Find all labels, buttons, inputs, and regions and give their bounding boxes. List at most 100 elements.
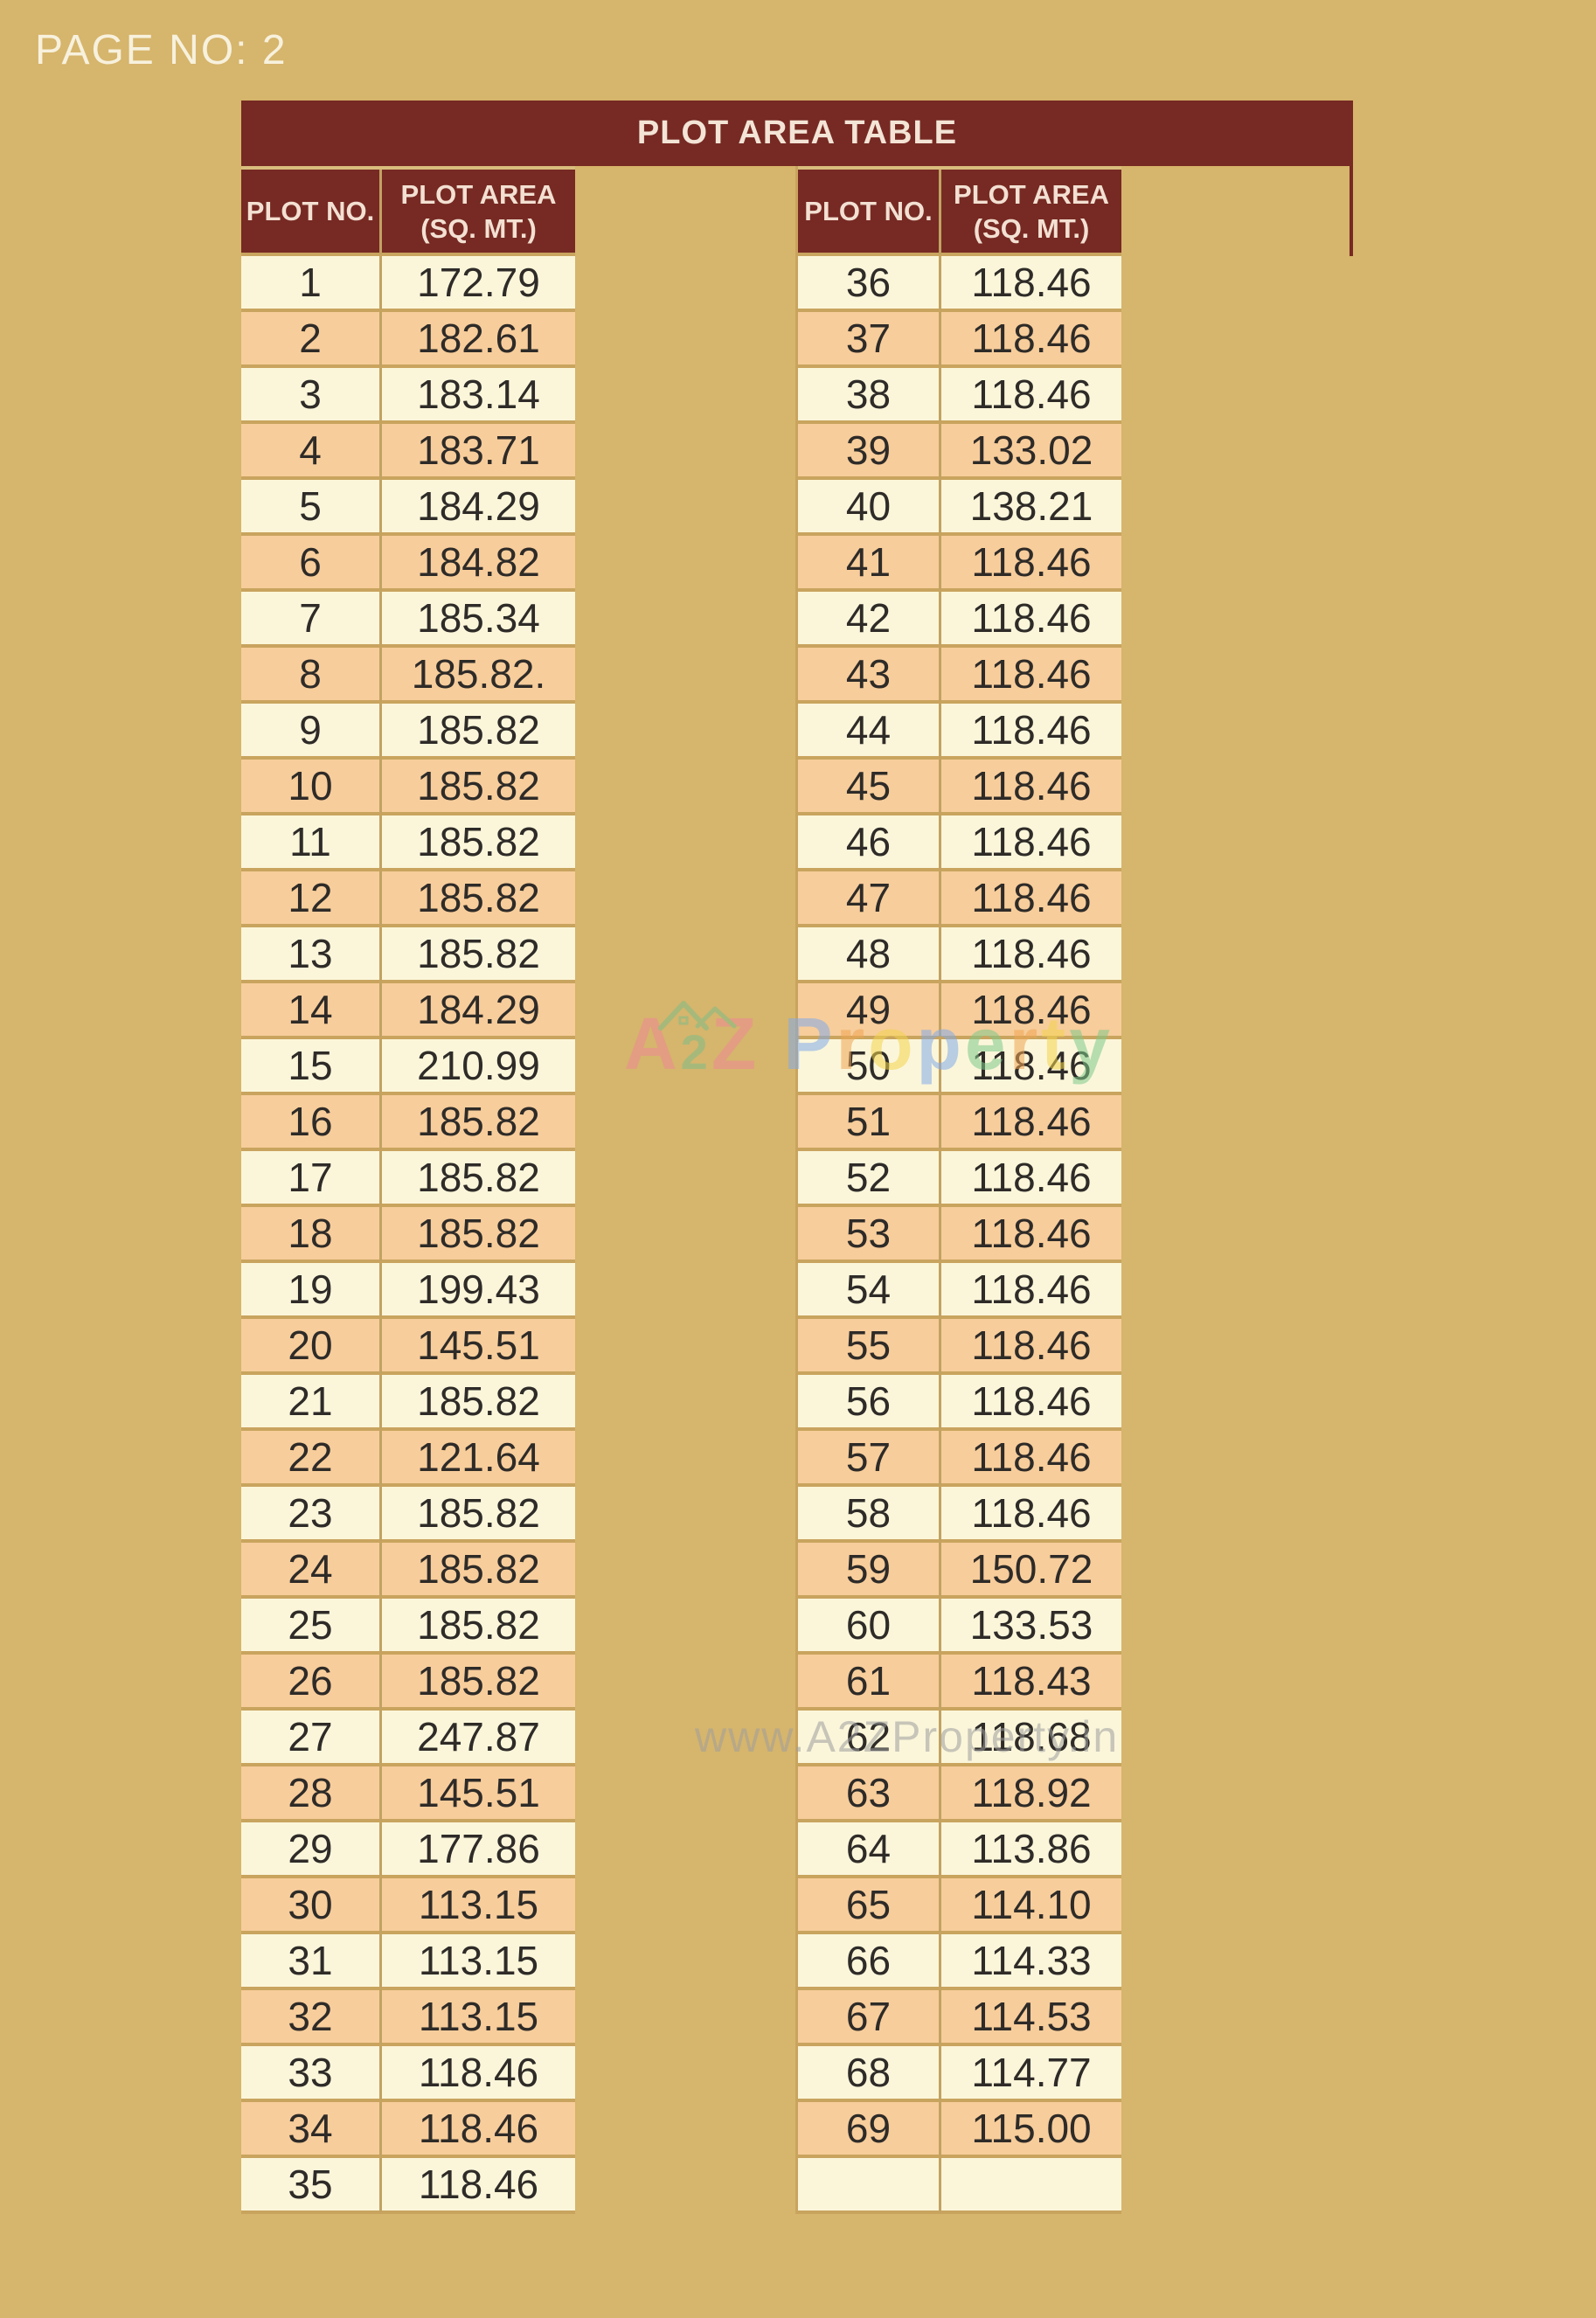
table-row: 58 118.46 bbox=[798, 1487, 1121, 1543]
maroon-edge-strip bbox=[1350, 166, 1353, 256]
brand-watermark-letter: 2 bbox=[680, 1024, 711, 1079]
plot-area-cell: 118.46 bbox=[941, 983, 1121, 1039]
table-row: 29 177.86 bbox=[241, 1822, 575, 1878]
table-row: 64 113.86 bbox=[798, 1822, 1121, 1878]
brand-watermark-letter: r bbox=[1009, 1003, 1042, 1085]
table-row: 26 185.82 bbox=[241, 1655, 575, 1711]
plot-area-cell: 184.29 bbox=[382, 480, 575, 536]
plot-area-cell: 247.87 bbox=[382, 1711, 575, 1766]
table-row: 19 199.43 bbox=[241, 1263, 575, 1319]
table-row: 36 118.46 bbox=[798, 256, 1121, 312]
left-subtable-body: 1 172.79 2 182.61 3 183.14 4 183.71 5 184.29 6 184.… bbox=[241, 256, 575, 2214]
plot-area-cell: 185.82 bbox=[382, 1375, 575, 1431]
table-row: 61 118.43 bbox=[798, 1655, 1121, 1711]
table-row: 40 138.21 bbox=[798, 480, 1121, 536]
plot-no-cell: 65 bbox=[798, 1878, 941, 1934]
plot-no-cell: 60 bbox=[798, 1599, 941, 1655]
plot-no-cell: 52 bbox=[798, 1151, 941, 1207]
plot-area-cell: 199.43 bbox=[382, 1263, 575, 1319]
plot-area-cell: 145.51 bbox=[382, 1319, 575, 1375]
plot-no-cell: 34 bbox=[241, 2102, 382, 2158]
plot-area-cell: 184.29 bbox=[382, 983, 575, 1039]
plot-no-cell: 47 bbox=[798, 871, 941, 927]
plot-area-cell: 113.15 bbox=[382, 1878, 575, 1934]
table-row: 4 183.71 bbox=[241, 424, 575, 480]
brand-watermark-letter: t bbox=[1041, 1003, 1070, 1085]
plot-area-cell: 121.64 bbox=[382, 1431, 575, 1487]
plot-area-cell: 118.46 bbox=[941, 1375, 1121, 1431]
plot-no-cell: 35 bbox=[241, 2158, 382, 2214]
plot-no-cell: 24 bbox=[241, 1543, 382, 1599]
table-title-bar: PLOT AREA TABLE bbox=[241, 101, 1353, 166]
table-row: 65 114.10 bbox=[798, 1878, 1121, 1934]
plot-area-cell: 185.82 bbox=[382, 815, 575, 871]
plot-no-cell: 36 bbox=[798, 256, 941, 312]
right-edge-column bbox=[1350, 166, 1353, 256]
table-row: 67 114.53 bbox=[798, 1990, 1121, 2046]
plot-area-cell: 118.46 bbox=[941, 312, 1121, 368]
right-subtable-header: PLOT NO. PLOT AREA (SQ. MT.) bbox=[798, 166, 1121, 256]
plot-no-cell: 57 bbox=[798, 1431, 941, 1487]
plot-area-cell: 118.46 bbox=[382, 2102, 575, 2158]
left-subtable-header: PLOT NO. PLOT AREA (SQ. MT.) bbox=[241, 166, 575, 256]
table-row: 54 118.46 bbox=[798, 1263, 1121, 1319]
table-row: 56 118.46 bbox=[798, 1375, 1121, 1431]
brand-watermark-letter: p bbox=[916, 1003, 965, 1085]
plot-no-cell: 66 bbox=[798, 1934, 941, 1990]
plot-area-cell: 185.82 bbox=[382, 1151, 575, 1207]
plot-area-cell: 210.99 bbox=[382, 1039, 575, 1095]
plot-no-cell: 8 bbox=[241, 648, 382, 704]
plot-area-cell: 118.46 bbox=[941, 1431, 1121, 1487]
plot-no-cell: 69 bbox=[798, 2102, 941, 2158]
table-row: 62 118.68 bbox=[798, 1711, 1121, 1766]
plot-area-cell: 185.82 bbox=[382, 704, 575, 760]
plot-area-cell: 118.46 bbox=[941, 760, 1121, 815]
plot-area-cell: 118.43 bbox=[941, 1655, 1121, 1711]
plot-no-cell bbox=[798, 2158, 941, 2214]
table-row: 50 118.46 bbox=[798, 1039, 1121, 1095]
table-row: 60 133.53 bbox=[798, 1599, 1121, 1655]
brand-watermark-letter: r bbox=[836, 1003, 869, 1085]
plot-no-cell: 48 bbox=[798, 927, 941, 983]
plot-area-cell: 118.46 bbox=[382, 2158, 575, 2214]
plot-area-cell: 118.46 bbox=[941, 368, 1121, 424]
plot-area-cell: 118.46 bbox=[941, 256, 1121, 312]
plot-area-cell: 184.82 bbox=[382, 536, 575, 592]
table-title: PLOT AREA TABLE bbox=[636, 115, 958, 151]
plot-area-cell: 185.82 bbox=[382, 760, 575, 815]
table-row: 44 118.46 bbox=[798, 704, 1121, 760]
plot-area-cell: 177.86 bbox=[382, 1822, 575, 1878]
plot-no-cell: 56 bbox=[798, 1375, 941, 1431]
plot-no-cell: 55 bbox=[798, 1319, 941, 1375]
table-row: 57 118.46 bbox=[798, 1431, 1121, 1487]
plot-no-cell: 6 bbox=[241, 536, 382, 592]
plot-no-column-header: PLOT NO. bbox=[241, 170, 382, 256]
table-row: 31 113.15 bbox=[241, 1934, 575, 1990]
brand-watermark: A2Z Property bbox=[624, 1001, 1114, 1080]
table-row: 63 118.92 bbox=[798, 1766, 1121, 1822]
plot-no-cell: 22 bbox=[241, 1431, 382, 1487]
plot-no-cell: 49 bbox=[798, 983, 941, 1039]
table-row: 34 118.46 bbox=[241, 2102, 575, 2158]
plot-no-cell: 33 bbox=[241, 2046, 382, 2102]
table-row: 47 118.46 bbox=[798, 871, 1121, 927]
plot-no-cell: 27 bbox=[241, 1711, 382, 1766]
plot-area-cell: 114.33 bbox=[941, 1934, 1121, 1990]
plot-no-cell: 32 bbox=[241, 1990, 382, 2046]
table-content: PLOT NO. PLOT AREA (SQ. MT.) 1 172.79 2 182… bbox=[241, 166, 1353, 2214]
plot-area-cell: 118.68 bbox=[941, 1711, 1121, 1766]
plot-area-cell: 118.46 bbox=[941, 1263, 1121, 1319]
table-row: 66 114.33 bbox=[798, 1934, 1121, 1990]
plot-no-cell: 37 bbox=[798, 312, 941, 368]
plot-area-cell: 118.46 bbox=[941, 927, 1121, 983]
table-row: 53 118.46 bbox=[798, 1207, 1121, 1263]
plot-area-cell: 185.82 bbox=[382, 1487, 575, 1543]
brand-watermark-letter: e bbox=[964, 1003, 1010, 1085]
plot-area-cell: 114.77 bbox=[941, 2046, 1121, 2102]
plot-no-cell: 1 bbox=[241, 256, 382, 312]
plot-no-cell: 20 bbox=[241, 1319, 382, 1375]
table-row: 55 118.46 bbox=[798, 1319, 1121, 1375]
table-row: 52 118.46 bbox=[798, 1151, 1121, 1207]
table-row: 18 185.82 bbox=[241, 1207, 575, 1263]
plot-no-cell: 2 bbox=[241, 312, 382, 368]
